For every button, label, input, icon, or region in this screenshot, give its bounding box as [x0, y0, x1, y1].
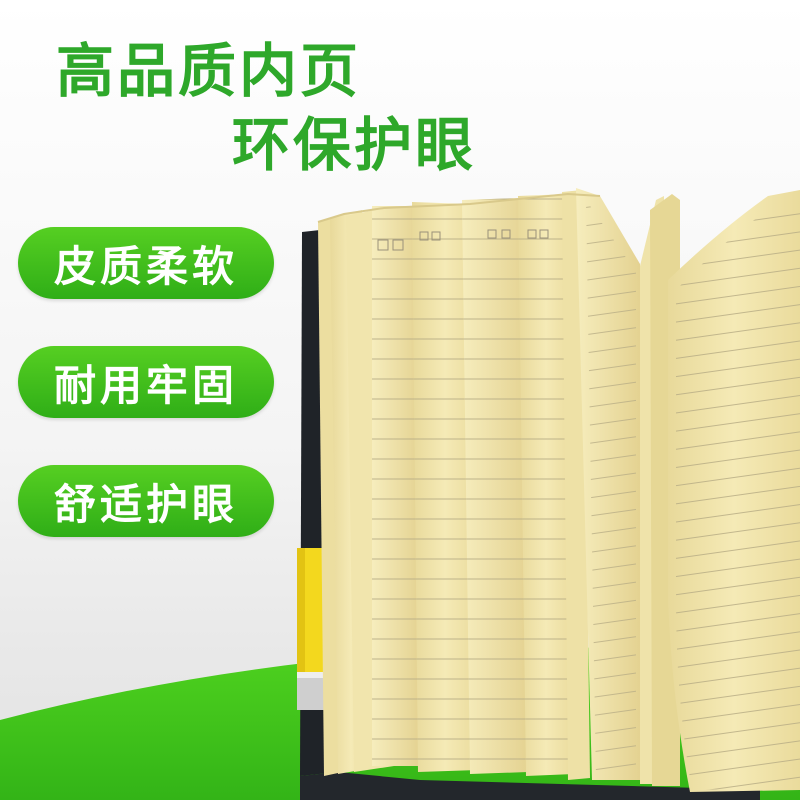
headline-line-1: 高品质内页 [56, 37, 362, 105]
feature-badge-durable: 耐用牢固 [18, 346, 274, 418]
feature-badge-eye-care: 舒适护眼 [18, 465, 274, 537]
feature-badge-soft-leather: 皮质柔软 [18, 227, 274, 299]
headline-line-2: 环保护眼 [232, 111, 477, 179]
